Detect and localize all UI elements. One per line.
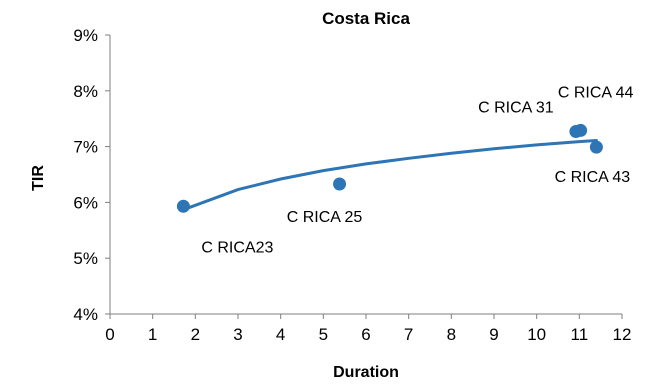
data-point — [574, 123, 588, 137]
x-tick-label: 8 — [447, 325, 456, 344]
chart-title: Costa Rica — [322, 9, 410, 28]
y-tick-label: 7% — [73, 138, 98, 157]
y-tick-label: 6% — [73, 193, 98, 212]
x-tick-label: 9 — [489, 325, 498, 344]
x-tick-label: 10 — [527, 325, 546, 344]
data-label: C RICA 43 — [555, 169, 631, 186]
data-label: C RICA23 — [201, 239, 273, 256]
data-label: C RICA 44 — [558, 84, 634, 101]
x-tick-label: 1 — [148, 325, 157, 344]
x-tick-label: 5 — [319, 325, 328, 344]
x-tick-label: 6 — [361, 325, 370, 344]
trendline-layer — [181, 139, 598, 212]
y-tick-label: 9% — [73, 26, 98, 45]
data-point — [589, 140, 603, 154]
y-tick-label: 5% — [73, 249, 98, 268]
y-tick-label: 4% — [73, 305, 98, 324]
data-point — [333, 177, 347, 191]
axes: 0 1 2 3 4 5 6 7 8 9 10 11 124%5%6%7%8%9% — [73, 26, 631, 344]
x-tick-label: 3 — [233, 325, 242, 344]
data-label: C RICA 31 — [478, 100, 554, 117]
x-tick-label: 11 — [571, 325, 589, 344]
point-labels-layer: C RICA23 C RICA 25 C RICA 31C RICA 44 C RIC… — [201, 84, 633, 256]
x-tick-label: 7 — [404, 325, 413, 344]
trendline — [181, 139, 598, 212]
y-axis-title: TIR — [30, 165, 47, 191]
data-label: C RICA 25 — [287, 209, 363, 226]
points-layer — [176, 123, 603, 213]
x-tick-label: 4 — [276, 325, 285, 344]
data-point — [176, 199, 190, 213]
x-tick-label: 12 — [613, 325, 632, 344]
x-tick-label: 2 — [191, 325, 200, 344]
y-tick-label: 8% — [73, 82, 98, 101]
x-tick-label: 0 — [105, 325, 114, 344]
x-axis-title: Duration — [333, 364, 399, 381]
